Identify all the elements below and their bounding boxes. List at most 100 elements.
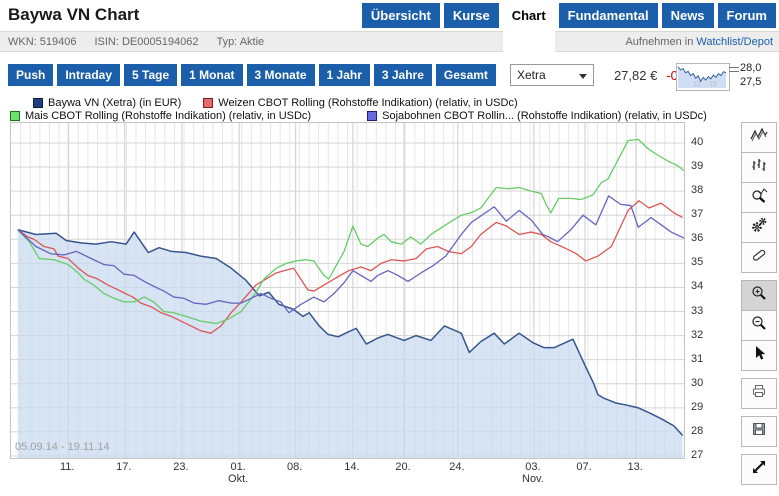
watchlist-area: Aufnehmen in Watchlist/Depot — [625, 36, 779, 48]
x-axis-tick-label: 23. — [173, 461, 189, 473]
legend-label: Sojabohnen CBOT Rollin... (Rohstoffe Ind… — [382, 109, 707, 122]
y-axis-tick-label: 33 — [691, 304, 704, 317]
range-button-push[interactable]: Push — [8, 64, 54, 86]
watchlist-depot-link[interactable]: Watchlist/Depot — [696, 35, 773, 48]
legend-color-marker — [203, 97, 214, 108]
legend-item: Baywa VN (Xetra) (in EUR) — [33, 97, 181, 109]
watchlist-prefix: Aufnehmen in — [625, 35, 697, 48]
legend-item: Mais CBOT Rolling (Rohstoffe Indikation)… — [10, 110, 311, 122]
zoom-in-icon — [751, 285, 767, 306]
exchange-select[interactable]: Xetra — [509, 64, 594, 86]
zoom-out-icon — [751, 315, 767, 336]
bar-chart-button[interactable] — [741, 152, 777, 183]
isin-value: ISIN: DE0005194062 — [94, 35, 199, 48]
tool-group — [741, 280, 777, 371]
x-axis-tick-label: 01. Okt. — [228, 461, 249, 485]
x-axis-tick-label: 17. — [116, 461, 132, 473]
range-button-1-jahr[interactable]: 1 Jahr — [318, 64, 370, 86]
tab-bar: Übersicht Kurse Chart Fundamental News Forum — [361, 3, 776, 52]
tool-group — [741, 454, 777, 485]
range-button-gesamt[interactable]: Gesamt — [435, 64, 496, 86]
fullscreen-icon — [751, 459, 767, 480]
legend-color-marker — [367, 110, 378, 121]
tab-news[interactable]: News — [661, 3, 714, 28]
y-axis-tick-label: 30 — [691, 376, 704, 389]
draw-line-icon — [751, 247, 767, 268]
y-axis-tick-label: 31 — [691, 352, 704, 365]
tool-group — [741, 122, 777, 273]
exchange-select-value: Xetra — [516, 68, 546, 82]
y-axis-tick-label: 29 — [691, 400, 704, 413]
legend-label: Mais CBOT Rolling (Rohstoffe Indikation)… — [25, 109, 312, 122]
cursor-icon — [751, 345, 767, 366]
x-axis-tick-label: 11. — [59, 461, 75, 473]
legend-label: Weizen CBOT Rolling (Rohstoffe Indikatio… — [218, 96, 518, 109]
page-title: Baywa VN Chart — [8, 5, 140, 24]
tab-forum[interactable]: Forum — [717, 3, 776, 28]
save-icon — [751, 421, 767, 442]
instrument-info: WKN: 519406 ISIN: DE0005194062 Typ: Akti… — [0, 36, 264, 48]
range-button-3-jahre[interactable]: 3 Jahre — [373, 64, 432, 86]
bar-chart-icon — [751, 157, 767, 178]
zoom-out-button[interactable] — [741, 310, 777, 341]
zoom-in-button[interactable] — [741, 280, 777, 311]
line-chart-button[interactable] — [741, 122, 777, 153]
x-axis-tick-label: 08. — [287, 461, 303, 473]
save-button[interactable] — [741, 416, 777, 447]
y-axis-tick-label: 39 — [691, 160, 704, 173]
legend-item: Weizen CBOT Rolling (Rohstoffe Indikatio… — [203, 96, 518, 109]
x-axis-tick-label: 07. — [576, 461, 592, 473]
x-axis-tick-label: 24. — [449, 461, 465, 473]
tab-chart[interactable]: Chart — [502, 3, 555, 52]
mini-chart-preview[interactable]: 12 15 — [676, 63, 730, 91]
range-button-1-monat[interactable]: 1 Monat — [181, 64, 243, 86]
range-toolbar-buttons: Push Intraday 5 Tage 1 Monat 3 Monate 1 Jahr 3… — [8, 64, 496, 86]
y-axis-tick-label: 35 — [691, 256, 704, 269]
chart-tools-sidebar — [741, 122, 777, 492]
range-button-3-monate[interactable]: 3 Monate — [246, 64, 315, 86]
settings-button[interactable] — [741, 212, 777, 243]
legend-row: Baywa VN (Xetra) (in EUR) Weizen CBOT Rol… — [0, 96, 707, 109]
legend-color-marker — [10, 110, 20, 121]
mini-chart-label-bottom: 27,5 — [740, 76, 762, 88]
range-button-5-tage[interactable]: 5 Tage — [124, 64, 178, 86]
instrument-info-bar: WKN: 519406 ISIN: DE0005194062 Typ: Akti… — [0, 31, 779, 52]
y-axis-tick-label: 37 — [691, 208, 704, 221]
chart-plot-area[interactable] — [10, 122, 685, 459]
tab-bersicht[interactable]: Übersicht — [361, 3, 440, 28]
legend-row: Mais CBOT Rolling (Rohstoffe Indikation)… — [0, 109, 707, 122]
x-axis-tick-label: 14. — [344, 461, 360, 473]
range-button-intraday[interactable]: Intraday — [57, 64, 121, 86]
print-button[interactable] — [741, 378, 777, 409]
y-axis-tick-label: 28 — [691, 424, 704, 437]
x-axis-tick-label: 13. — [627, 461, 643, 473]
mini-chart-label-top: 28,0 — [740, 62, 762, 74]
tab-kurse[interactable]: Kurse — [443, 3, 499, 28]
legend-color-marker — [33, 97, 43, 108]
quote-price: 27,82 € — [613, 67, 658, 83]
y-axis-tick-label: 38 — [691, 184, 704, 197]
wkn-value: WKN: 519406 — [8, 35, 77, 48]
svg-text:12: 12 — [693, 81, 701, 88]
chart-legend: Baywa VN (Xetra) (in EUR) Weizen CBOT Rol… — [0, 96, 707, 122]
fullscreen-button[interactable] — [741, 454, 777, 485]
cursor-button[interactable] — [741, 340, 777, 371]
tool-group — [741, 378, 777, 409]
y-axis-tick-label: 40 — [691, 135, 704, 148]
y-axis-tick-label: 27 — [691, 449, 704, 461]
chart-toolbar: Push Intraday 5 Tage 1 Monat 3 Monate 1 Jahr 3… — [8, 64, 708, 86]
legend-item: Sojabohnen CBOT Rollin... (Rohstoffe Ind… — [367, 110, 707, 122]
svg-text:15: 15 — [709, 81, 717, 88]
typ-value: Typ: Aktie — [216, 35, 265, 48]
chart-period-label: 05.09.14 - 19.11.14 — [15, 441, 110, 453]
y-axis-tick-label: 32 — [691, 328, 704, 341]
x-axis-tick-label: 20. — [395, 461, 411, 473]
chart-analysis-button[interactable] — [741, 182, 777, 213]
draw-line-button[interactable] — [741, 242, 777, 273]
tab-fundamental[interactable]: Fundamental — [558, 3, 658, 28]
y-axis-tick-label: 36 — [691, 232, 704, 245]
y-axis-tick-label: 34 — [691, 280, 704, 293]
legend-label: Baywa VN (Xetra) (in EUR) — [48, 96, 182, 109]
chart-analysis-icon — [751, 187, 768, 208]
